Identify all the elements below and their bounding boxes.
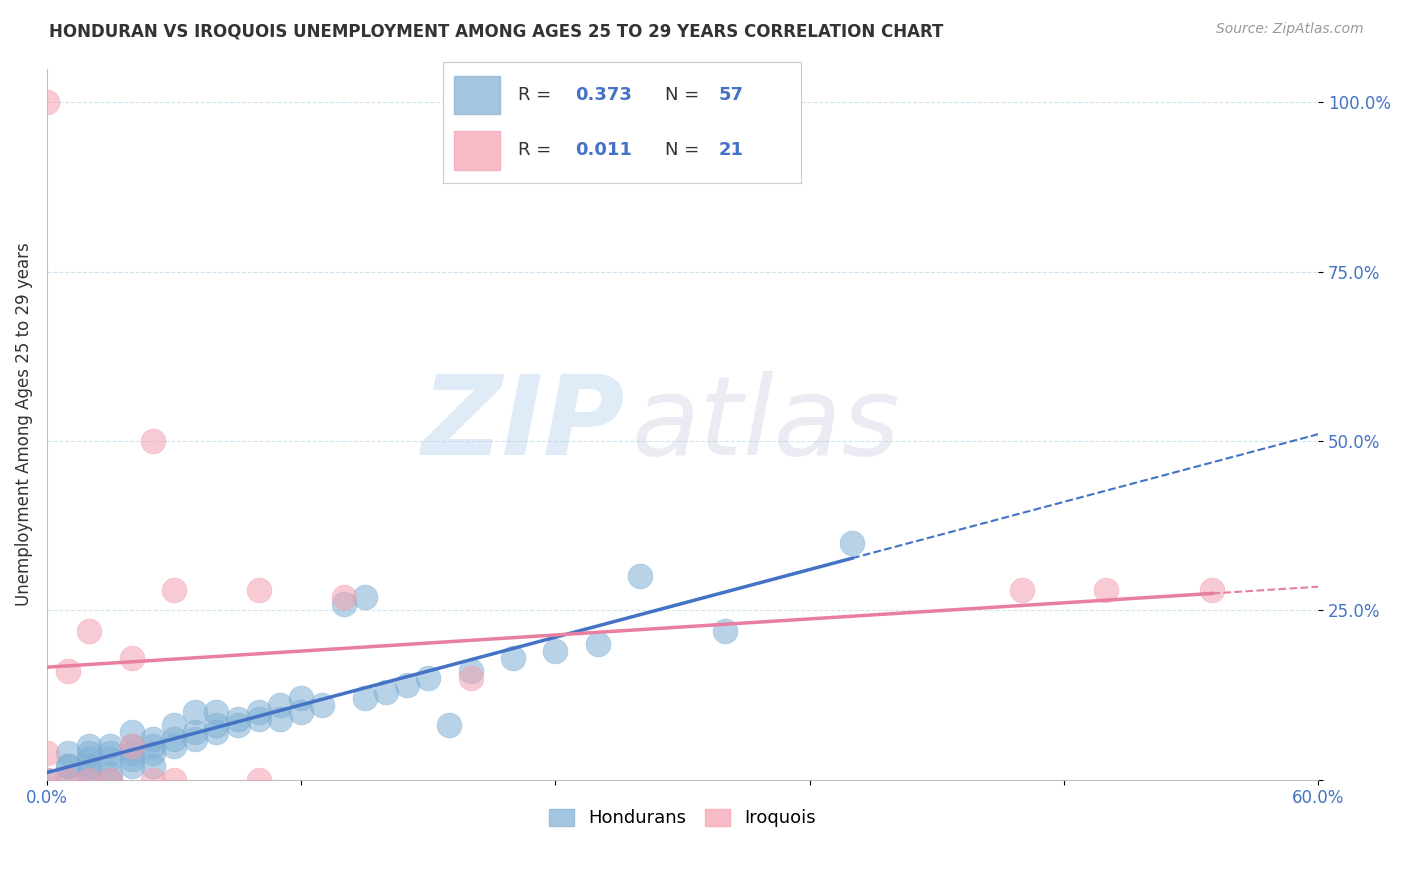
Point <box>77 752 100 766</box>
Point <box>714 624 737 638</box>
Point <box>247 712 270 726</box>
Point <box>460 665 482 679</box>
Point <box>77 765 100 780</box>
Text: N =: N = <box>665 86 706 104</box>
Point <box>142 434 165 448</box>
Point <box>35 95 58 110</box>
Point <box>311 698 333 712</box>
Point <box>184 705 207 719</box>
Point <box>56 759 79 773</box>
Text: Source: ZipAtlas.com: Source: ZipAtlas.com <box>1216 22 1364 37</box>
Point <box>142 772 165 787</box>
Point <box>100 752 122 766</box>
Text: 0.011: 0.011 <box>575 141 633 160</box>
Point <box>100 739 122 753</box>
Point <box>142 739 165 753</box>
Point <box>1095 582 1118 597</box>
Point <box>121 752 143 766</box>
Legend: Hondurans, Iroquois: Hondurans, Iroquois <box>541 801 824 835</box>
Point <box>35 772 58 787</box>
Point <box>35 772 58 787</box>
Point <box>142 759 165 773</box>
Point <box>56 665 79 679</box>
Point <box>121 650 143 665</box>
Point <box>247 772 270 787</box>
Point <box>184 725 207 739</box>
Text: R =: R = <box>519 86 557 104</box>
Point <box>163 731 186 746</box>
Text: HONDURAN VS IROQUOIS UNEMPLOYMENT AMONG AGES 25 TO 29 YEARS CORRELATION CHART: HONDURAN VS IROQUOIS UNEMPLOYMENT AMONG … <box>49 22 943 40</box>
Point <box>77 739 100 753</box>
Point <box>163 718 186 732</box>
Point <box>163 772 186 787</box>
Point <box>332 590 354 604</box>
Text: ZIP: ZIP <box>422 370 626 477</box>
Point <box>77 759 100 773</box>
Point <box>226 712 249 726</box>
Text: N =: N = <box>665 141 706 160</box>
Point <box>56 772 79 787</box>
Text: atlas: atlas <box>631 370 900 477</box>
Point <box>290 705 312 719</box>
Point <box>226 718 249 732</box>
Point <box>100 772 122 787</box>
Point <box>205 705 228 719</box>
Text: 21: 21 <box>718 141 744 160</box>
Point <box>56 759 79 773</box>
Point <box>841 535 863 549</box>
Point <box>353 691 375 706</box>
Point <box>100 772 122 787</box>
Point <box>100 765 122 780</box>
Point <box>460 671 482 685</box>
Text: R =: R = <box>519 141 557 160</box>
Point <box>142 746 165 760</box>
Point <box>77 772 100 787</box>
Point <box>121 725 143 739</box>
Point <box>1201 582 1223 597</box>
Point <box>56 746 79 760</box>
Point <box>332 597 354 611</box>
Point <box>184 731 207 746</box>
Text: 0.373: 0.373 <box>575 86 633 104</box>
Point <box>439 718 461 732</box>
Point <box>247 705 270 719</box>
Point <box>353 590 375 604</box>
Point <box>205 718 228 732</box>
Point <box>77 772 100 787</box>
Point <box>586 637 609 651</box>
Point <box>142 731 165 746</box>
FancyBboxPatch shape <box>454 76 501 114</box>
Point <box>163 582 186 597</box>
Point <box>247 582 270 597</box>
Point <box>100 746 122 760</box>
Point <box>269 698 291 712</box>
Point <box>56 772 79 787</box>
Point <box>502 650 524 665</box>
Point <box>163 739 186 753</box>
Point <box>628 569 651 583</box>
Point <box>121 759 143 773</box>
Y-axis label: Unemployment Among Ages 25 to 29 years: Unemployment Among Ages 25 to 29 years <box>15 243 32 606</box>
Point <box>374 684 396 698</box>
Point <box>418 671 440 685</box>
Point <box>544 644 567 658</box>
Point <box>290 691 312 706</box>
Point <box>121 739 143 753</box>
Point <box>396 678 419 692</box>
Text: 57: 57 <box>718 86 744 104</box>
Point <box>205 725 228 739</box>
FancyBboxPatch shape <box>454 131 501 169</box>
Point <box>121 746 143 760</box>
Point <box>77 624 100 638</box>
Point <box>77 746 100 760</box>
Point <box>269 712 291 726</box>
Point <box>121 739 143 753</box>
Point <box>35 746 58 760</box>
Point <box>1011 582 1033 597</box>
